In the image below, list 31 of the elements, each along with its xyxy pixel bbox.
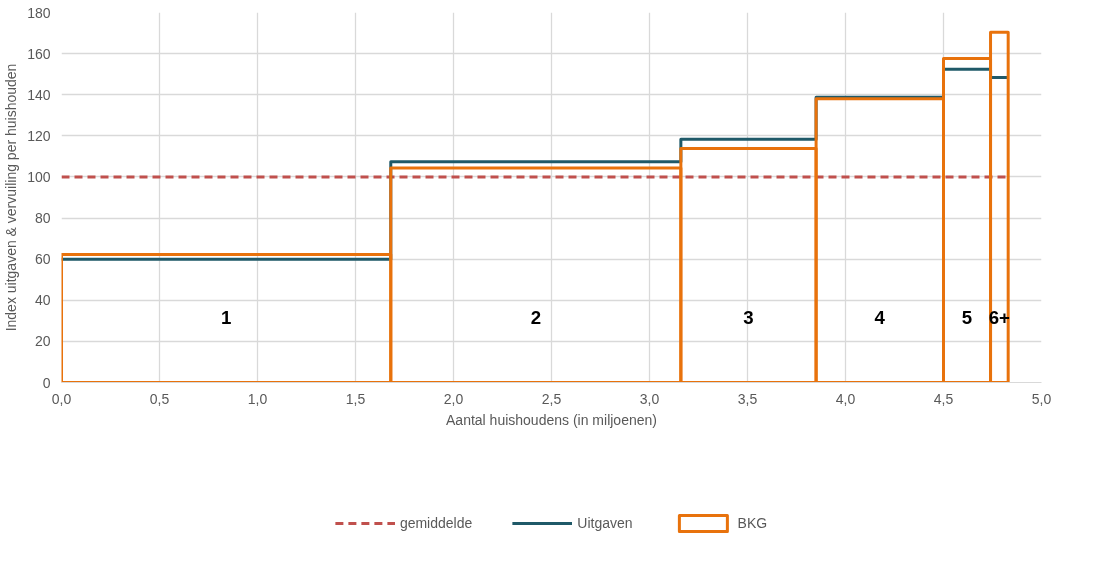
x-tick-label: 1,0 xyxy=(247,390,268,407)
y-tick-label: 120 xyxy=(27,127,51,144)
y-tick-label: 100 xyxy=(27,168,51,185)
x-tick-label: 4,5 xyxy=(933,390,954,407)
y-axis-title: Index uitgaven & vervuiling per huishouden xyxy=(3,63,20,332)
y-tick-label: 140 xyxy=(27,86,51,103)
annotation: 1 xyxy=(220,307,232,328)
annotation: 2 xyxy=(530,307,542,328)
legend-label: Uitgaven xyxy=(577,514,633,531)
x-tick-label: 1,5 xyxy=(345,390,366,407)
x-tick-label: 0,0 xyxy=(51,390,72,407)
x-tick-label: 2,5 xyxy=(541,390,562,407)
x-tick-label: 3,0 xyxy=(639,390,660,407)
x-tick-label: 2,0 xyxy=(443,390,464,407)
y-tick-label: 60 xyxy=(34,251,51,268)
annotation: 4 xyxy=(874,307,886,328)
y-tick-label: 40 xyxy=(34,292,51,309)
legend-label: BKG xyxy=(737,514,768,531)
annotation: 3 xyxy=(743,307,754,328)
y-tick-label: 20 xyxy=(34,333,51,350)
legend-label: gemiddelde xyxy=(399,514,473,531)
y-tick-label: 80 xyxy=(34,210,51,227)
x-tick-label: 0,5 xyxy=(149,390,170,407)
x-tick-label: 3,5 xyxy=(737,390,758,407)
annotation: 5 xyxy=(961,307,973,328)
y-tick-label: 0 xyxy=(42,374,51,391)
x-tick-label: 4,0 xyxy=(835,390,856,407)
y-tick-label: 180 xyxy=(27,4,51,21)
x-axis-title: Aantal huishoudens (in miljoenen) xyxy=(446,411,657,428)
x-tick-label: 5,0 xyxy=(1031,390,1052,407)
y-tick-label: 160 xyxy=(27,45,51,62)
